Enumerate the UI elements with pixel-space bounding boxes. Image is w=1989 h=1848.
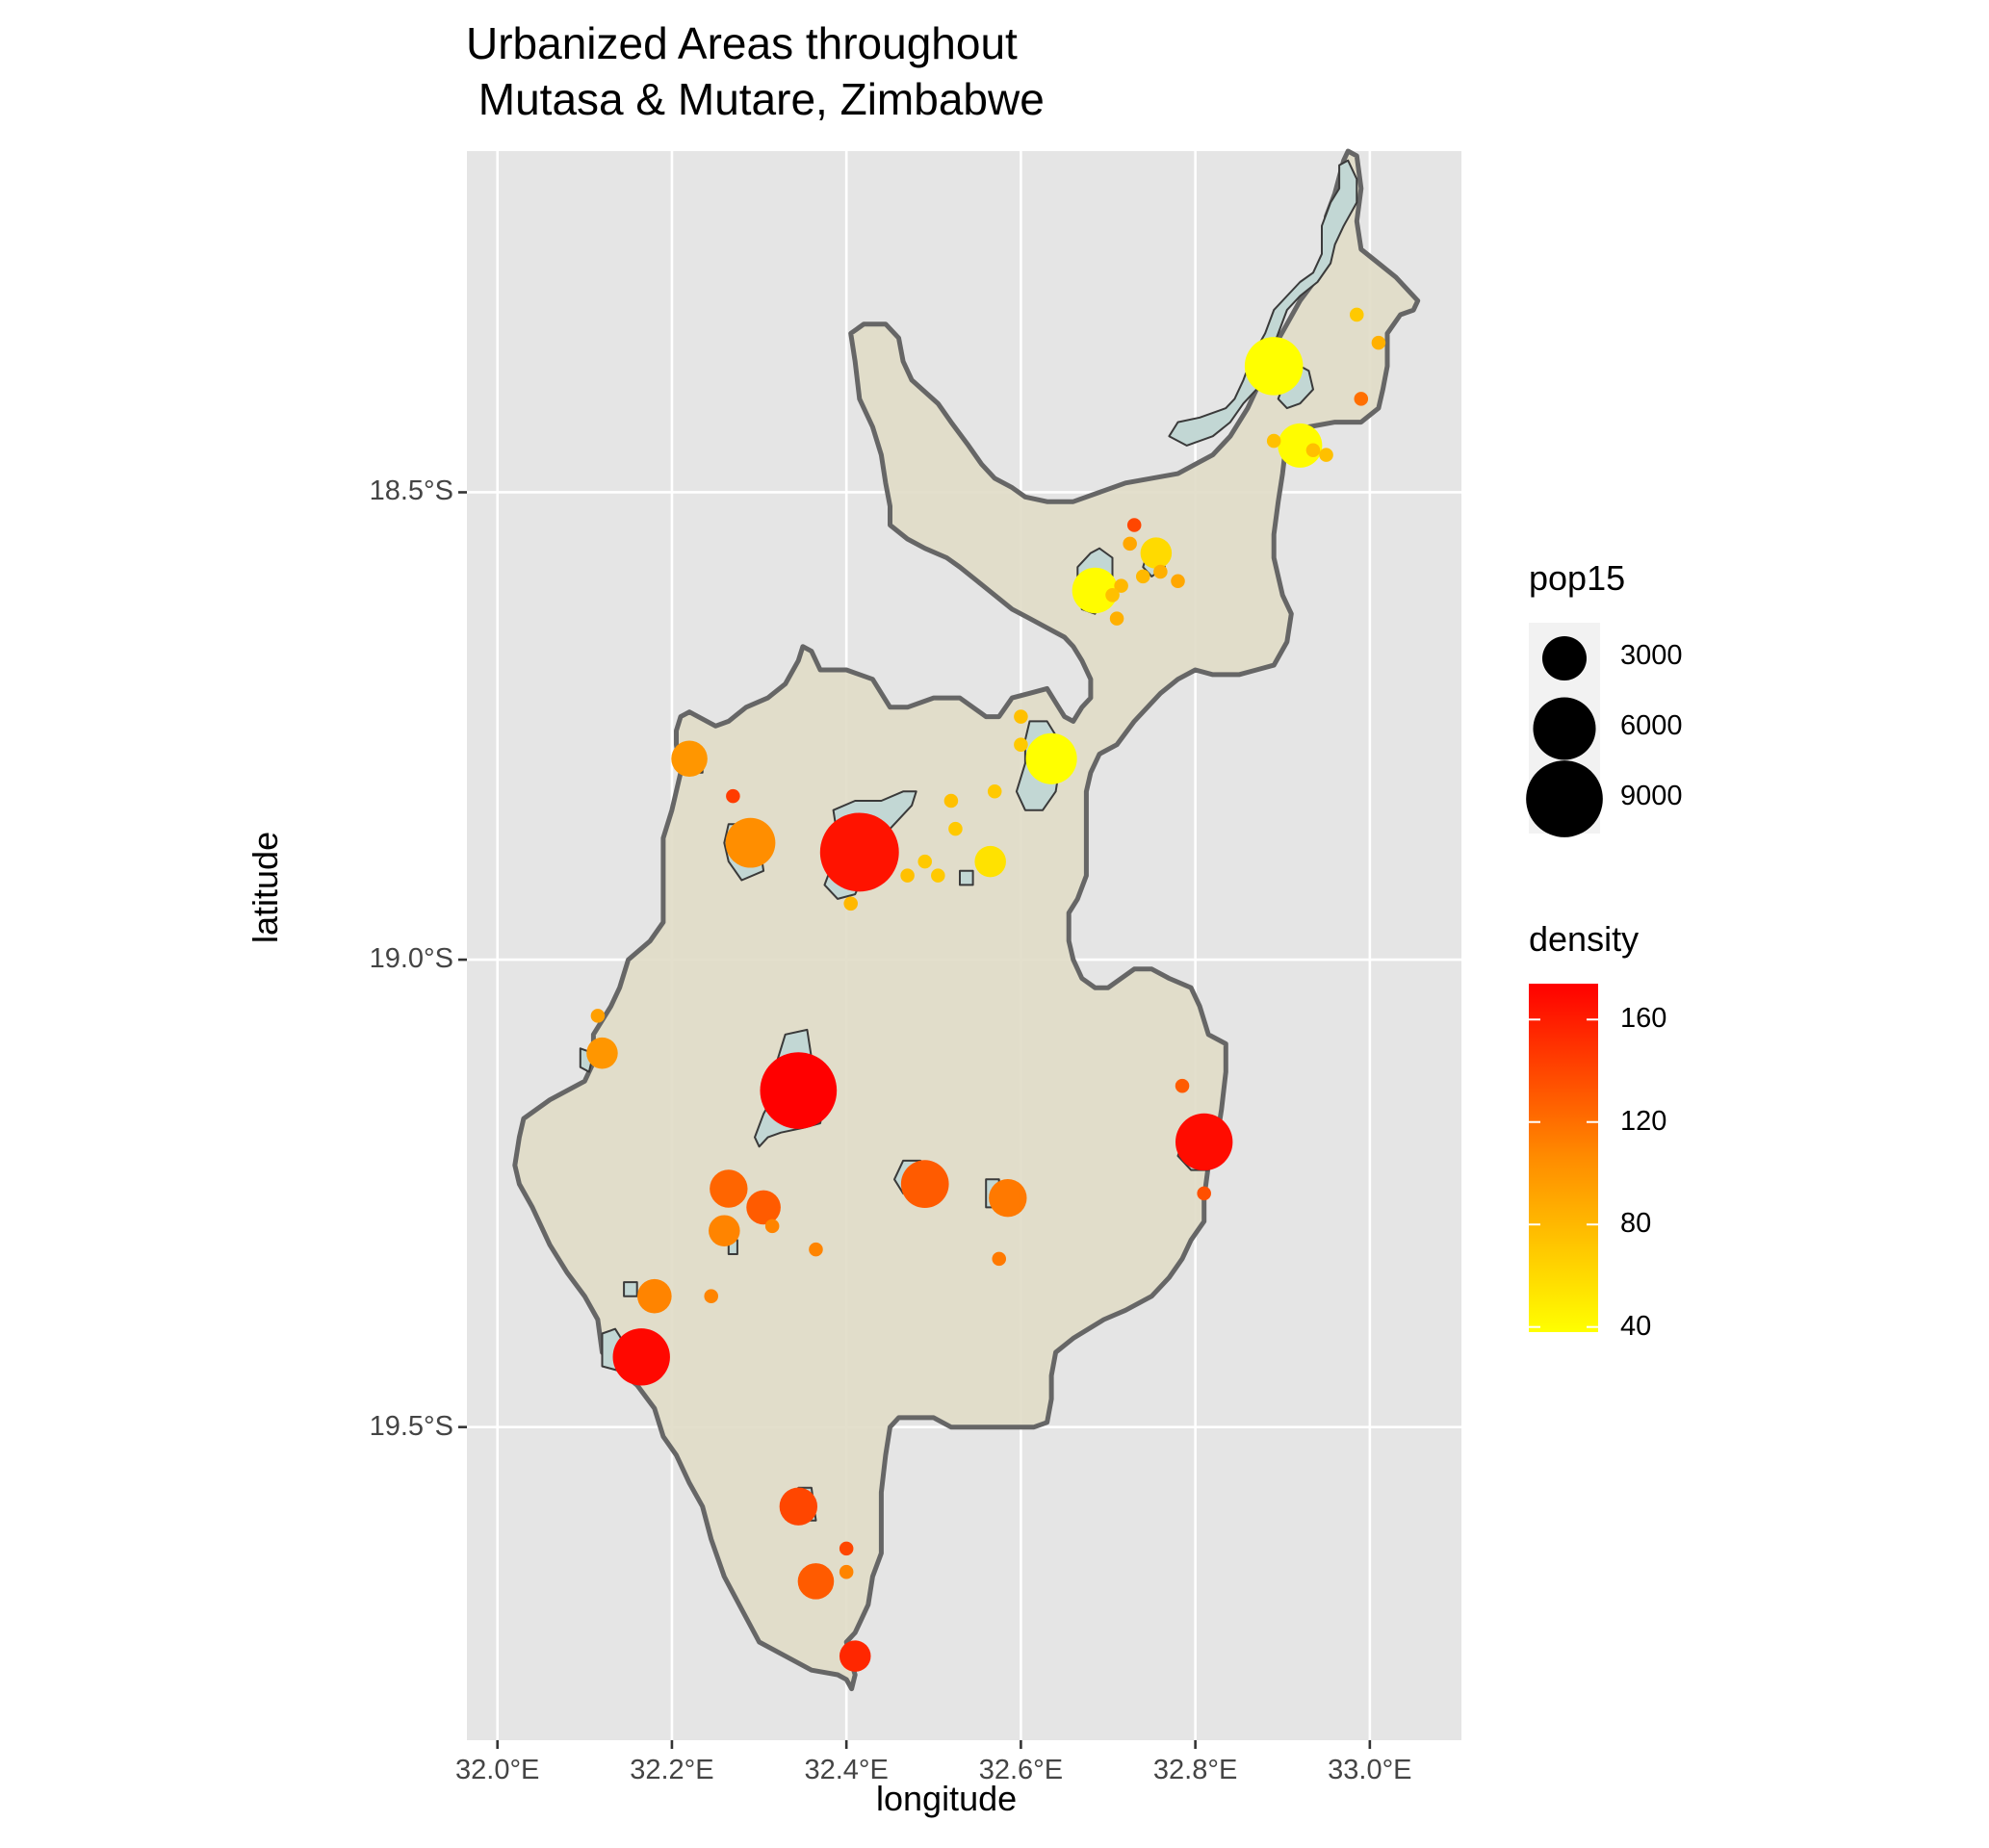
density-colorbar [1529, 984, 1598, 1332]
x-tick-label: 32.0°E [455, 1755, 540, 1785]
y-axis-title: latitude [245, 831, 285, 943]
x-tick-label: 32.6°E [978, 1755, 1064, 1785]
urban-point [779, 1487, 818, 1526]
urban-point [704, 1289, 718, 1303]
urban-point [1135, 569, 1150, 584]
density-legend-label: 120 [1620, 1105, 1667, 1137]
urban-point [1371, 335, 1386, 350]
size-legend-dots [1526, 635, 1603, 837]
size-legend-label: 9000 [1620, 781, 1683, 811]
urban-point [1126, 518, 1142, 532]
x-tick-label: 32.2°E [630, 1755, 714, 1785]
urban-point [1319, 448, 1333, 462]
map-title-line-2: Mutasa & Mutare, Zimbabwe [466, 74, 1045, 124]
urban-point [1244, 337, 1304, 396]
urban-point [943, 793, 959, 808]
urban-point [1305, 443, 1321, 458]
urban-point [637, 1278, 672, 1314]
urban-area [623, 1281, 638, 1297]
urban-point [974, 845, 1006, 878]
urban-point [839, 1541, 854, 1556]
urban-point [1197, 1186, 1211, 1201]
x-tick-label: 33.0°E [1328, 1755, 1412, 1785]
density-legend-label: 160 [1620, 1003, 1667, 1035]
urban-point [809, 1242, 823, 1257]
density-colorbar-ticks [1529, 1018, 1598, 1328]
urban-point [843, 896, 858, 911]
urban-point [987, 783, 1002, 799]
urban-point [1105, 588, 1120, 603]
size-legend-dot [1541, 635, 1588, 681]
urban-point [710, 1169, 748, 1208]
urban-point [948, 821, 963, 836]
urban-point [931, 868, 945, 883]
urban-point [819, 812, 899, 892]
urban-point [590, 1009, 606, 1023]
density-legend-label: 40 [1620, 1310, 1652, 1342]
urban-point [1114, 578, 1128, 593]
urban-point [746, 1190, 781, 1225]
x-tick-label: 32.4°E [804, 1755, 889, 1785]
urban-point [1175, 1113, 1233, 1171]
density-legend-label: 80 [1620, 1208, 1652, 1240]
y-tick-label: 19.5°S [369, 1410, 453, 1442]
urban-point [917, 854, 932, 869]
urban-point [1175, 1078, 1190, 1093]
urban-point [1014, 709, 1028, 724]
size-legend-dot [1533, 697, 1596, 760]
axis-tick-marks [458, 491, 1372, 1749]
urban-point [709, 1215, 740, 1246]
urban-point [839, 1564, 854, 1579]
urban-point [1349, 307, 1364, 322]
size-legend-dot [1526, 760, 1603, 837]
urban-area [1168, 159, 1358, 447]
urban-point [1354, 392, 1369, 406]
urban-area [959, 869, 974, 886]
urban-point [797, 1563, 835, 1600]
urban-point [725, 817, 776, 868]
y-tick-label: 19.0°S [369, 943, 453, 975]
size-legend-label: 3000 [1620, 640, 1683, 671]
urban-point [1025, 732, 1077, 784]
urban-point [1014, 737, 1028, 752]
map-title-line-1: Urbanized Areas throughout [466, 18, 1018, 68]
size-legend-label: 6000 [1620, 710, 1683, 741]
x-tick-label: 32.8°E [1152, 1755, 1238, 1785]
urban-point [1072, 567, 1119, 614]
y-tick-label: 18.5°S [369, 475, 453, 507]
points-layer [586, 307, 1386, 1672]
urban-point [989, 1179, 1027, 1218]
urban-point [1171, 574, 1185, 589]
urban-point [612, 1328, 670, 1386]
density-legend-title: density [1529, 919, 1640, 959]
x-axis-title: longitude [876, 1779, 1018, 1818]
urban-point [1153, 564, 1168, 579]
urban-point [839, 1640, 871, 1672]
urban-point [900, 1160, 949, 1208]
urban-point [1123, 536, 1137, 552]
legend-graphics [1526, 623, 1603, 1332]
size-legend-title: pop15 [1529, 558, 1626, 598]
urban-point [1266, 433, 1281, 449]
urban-point [992, 1251, 1007, 1267]
urban-point [1140, 537, 1173, 569]
urban-point [760, 1052, 838, 1129]
urban-point [586, 1037, 618, 1069]
urban-point [1109, 611, 1124, 626]
urban-point [764, 1219, 780, 1234]
urban-point [671, 740, 708, 778]
urban-point [726, 788, 740, 804]
urban-point [900, 868, 915, 883]
